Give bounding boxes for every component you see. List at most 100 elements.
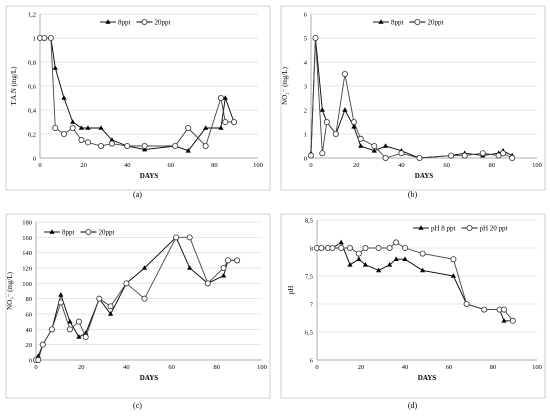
data-point-circle [509,317,516,324]
x-axis-title: DAYS [140,172,159,180]
data-point-circle [217,95,224,102]
data-point-circle [48,326,55,333]
y-tick-label: 1 [304,132,307,139]
legend-label: 20ppt [427,19,443,27]
data-point-circle [355,250,362,257]
data-point-triangle [450,273,456,278]
y-tick-label: 2 [304,108,307,115]
x-tick-label: 60 [168,162,175,169]
x-tick-label: 0 [34,364,37,371]
panel-label-c: (c) [133,401,142,410]
data-point-triangle [319,107,325,112]
data-point-triangle [52,65,58,70]
panel-no2: 0 1 2 3 4 5 6 0 20 40 60 80 100 DAYS NO₂⁻ (mg/L) 8ppt 20… [275,0,550,208]
y-axis-title: pH [287,286,295,295]
y-tick-label: 0 [33,156,36,163]
data-point-circle [362,245,369,252]
chart-frame [5,213,271,399]
data-point-triangle [218,125,224,130]
data-point-triangle [58,292,64,297]
data-point-circle [75,318,82,325]
y-tick-label: 0,4 [28,108,37,115]
data-point-circle [450,256,457,263]
panel-label-d: (d) [407,401,418,410]
chart-frame [280,213,546,399]
y-tick-label: 0 [29,358,32,365]
y-tick-label: 120 [22,266,32,273]
data-point-circle [173,234,180,241]
legend-marker-triangle [49,229,55,234]
legend-label: 20ppt [98,229,114,237]
x-tick-label: 100 [532,162,542,169]
data-point-triangle [142,146,148,152]
y-tick-label: 80 [26,296,33,303]
data-point-circle [69,125,76,132]
data-point-circle [82,334,89,341]
data-point-circle [481,306,488,313]
data-point-circle [479,150,486,157]
data-point-circle [60,130,67,137]
data-point-triangle [222,95,228,100]
data-point-circle [350,119,357,126]
data-point-triangle [76,334,82,339]
data-point-circle [509,154,516,161]
x-tick-label: 20 [78,364,85,371]
legend-marker-triangle [378,19,384,24]
y-axis-title: NO₂⁻ (mg/L) [281,66,289,104]
data-point-triangle [351,124,357,129]
data-point-circle [448,152,455,159]
data-point-circle [347,245,354,252]
data-point-triangle [420,267,426,273]
data-point-triangle [347,262,353,267]
legend-label: 8ppt [62,229,75,237]
data-point-circle [234,257,241,264]
data-point-circle [96,295,103,302]
series-line-b [310,37,513,159]
data-point-circle [463,301,470,308]
x-tick-label: 80 [489,162,496,169]
x-tick-label: 80 [490,364,497,371]
data-point-circle [78,136,85,143]
legend-label: pH 8 ppt [431,225,456,233]
data-point-triangle [356,256,362,261]
data-point-circle [323,119,330,126]
y-tick-label: 1,2 [28,12,36,19]
data-point-circle [402,245,409,252]
y-tick-label: 160 [22,235,32,242]
data-point-circle [500,306,507,313]
x-tick-label: 0 [38,162,41,169]
data-point-triangle [107,311,114,316]
x-tick-label: 100 [257,364,267,371]
panel-label-b: (b) [407,190,418,199]
data-point-circle [393,239,400,246]
data-point-triangle [141,265,148,270]
data-point-circle [172,142,179,149]
data-point-circle [107,303,114,310]
data-point-circle [141,142,148,149]
data-point-circle [332,130,339,137]
legend-marker-circle [466,224,473,231]
data-point-triangle [358,143,364,148]
data-point-circle [186,234,193,241]
data-point-triangle [67,318,73,324]
data-point-circle [123,280,130,287]
x-tick-label: 20 [80,162,87,169]
y-tick-label: 100 [22,281,32,288]
data-point-circle [41,35,48,42]
y-tick-label: 6,5 [305,330,313,337]
chart-no3: 0 20 40 60 80 100 120 140 160 180 0 20 40 60 80 100 DAYS… [5,213,271,399]
data-point-circle [357,135,364,142]
data-point-triangle [61,95,67,100]
x-tick-label: 0 [315,364,318,371]
legend-label: 20ppt [154,19,170,27]
y-tick-label: 3 [304,84,307,91]
y-tick-label: 0 [304,156,307,163]
data-point-circle [318,245,325,252]
y-tick-label: 0,8 [28,60,36,67]
data-point-triangle [402,256,408,261]
data-point-triangle [338,239,344,245]
x-axis-title: DAYS [415,172,434,180]
data-point-circle [495,152,502,159]
panel-tan: 0 0,2 0,4 0,6 0,8 1 1,2 0 20 40 60 80 100 DAYS T.A.N (… [0,0,275,208]
